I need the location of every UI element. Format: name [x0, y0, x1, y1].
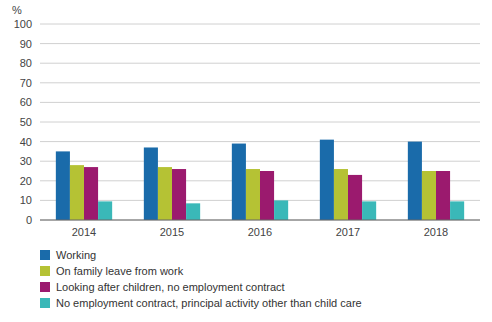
chart: 0102030405060708090100%20142015201620172…: [0, 0, 492, 322]
x-axis: 2014 2015 2016 2017 2018: [72, 226, 448, 238]
bar: [274, 200, 288, 220]
y-tick-label: 100: [14, 18, 32, 30]
legend-label: No employment contract, principal activi…: [56, 297, 362, 309]
bar: [98, 201, 112, 220]
grid-line: [40, 63, 480, 64]
y-tick-label: 90: [20, 38, 32, 50]
x-tick-label: 2017: [336, 226, 360, 238]
bar: [172, 169, 186, 220]
grid-line: [40, 122, 480, 123]
y-tick-label: 70: [20, 77, 32, 89]
bar: [436, 171, 450, 220]
grid-line: [40, 102, 480, 103]
grid-line: [40, 82, 480, 83]
y-axis-label: %: [12, 4, 22, 16]
bar: [320, 140, 334, 220]
legend-swatch: [40, 298, 50, 308]
legend-swatch: [40, 250, 50, 260]
y-tick-label: 0: [26, 214, 32, 226]
bar: [362, 201, 376, 220]
legend-label: On family leave from work: [56, 265, 184, 277]
bar: [246, 169, 260, 220]
y-axis: 0 10 20 30 40 50 60 70 80 90 100: [14, 18, 480, 226]
bar: [186, 203, 200, 220]
y-tick-label: 80: [20, 57, 32, 69]
bar: [348, 175, 362, 220]
y-tick-label: 20: [20, 175, 32, 187]
y-tick-label: 60: [20, 96, 32, 108]
y-tick-label: 10: [20, 194, 32, 206]
x-tick-label: 2018: [424, 226, 448, 238]
x-axis-line: [40, 220, 480, 221]
bar: [260, 171, 274, 220]
y-tick-label: 50: [20, 116, 32, 128]
x-tick-label: 2016: [248, 226, 272, 238]
bar: [56, 151, 70, 220]
grid-line: [40, 220, 480, 221]
bar: [408, 142, 422, 220]
bar: [70, 165, 84, 220]
bar: [422, 171, 436, 220]
legend-label: Looking after children, no employment co…: [56, 281, 285, 293]
bar: [84, 167, 98, 220]
bars: [56, 140, 464, 220]
bar: [232, 144, 246, 220]
legend-swatch: [40, 266, 50, 276]
legend-label: Working: [56, 249, 96, 261]
legend-swatch: [40, 282, 50, 292]
x-tick-label: 2014: [72, 226, 96, 238]
grid-line: [40, 24, 480, 25]
x-tick-label: 2015: [160, 226, 184, 238]
bar: [450, 201, 464, 220]
y-tick-label: 40: [20, 136, 32, 148]
bar: [158, 167, 172, 220]
bar: [144, 147, 158, 220]
grid-line: [40, 43, 480, 44]
bar: [334, 169, 348, 220]
y-tick-label: 30: [20, 155, 32, 167]
legend: Working On family leave from work Looking …: [40, 249, 362, 309]
